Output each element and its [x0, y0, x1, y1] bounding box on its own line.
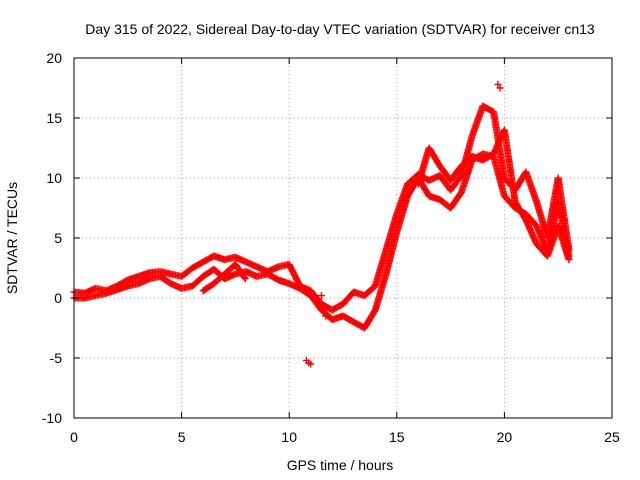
- data-point: [240, 273, 248, 281]
- x-tick-label: 20: [497, 429, 513, 445]
- data-point: [307, 360, 315, 368]
- y-tick-label: 0: [54, 290, 62, 306]
- y-tick-label: 10: [46, 170, 62, 186]
- data-point: [494, 80, 502, 88]
- x-tick-label: 25: [604, 429, 620, 445]
- x-tick-label: 10: [281, 429, 297, 445]
- y-tick-label: -10: [42, 410, 62, 426]
- y-axis-label: SDTVAR / TECUs: [4, 182, 20, 294]
- y-tick-label: -5: [50, 350, 63, 366]
- data-point: [317, 292, 325, 300]
- series-outliers: [302, 80, 504, 368]
- chart-title: Day 315 of 2022, Sidereal Day-to-day VTE…: [85, 21, 595, 37]
- data-point: [322, 312, 330, 320]
- x-tick-label: 0: [70, 429, 78, 445]
- x-axis-label: GPS time / hours: [287, 457, 394, 473]
- data-point: [241, 275, 249, 283]
- y-tick-label: 20: [46, 50, 62, 66]
- data-point: [565, 256, 573, 264]
- axis-ticks: 0 5 10 15 20 25 -10 -5 0 5 10 15 20: [42, 50, 620, 445]
- data-point: [496, 84, 504, 92]
- data-series: [70, 80, 573, 368]
- series-track-c: [199, 126, 573, 295]
- x-tick-label: 5: [178, 429, 186, 445]
- x-tick-label: 15: [389, 429, 405, 445]
- y-tick-label: 15: [46, 110, 62, 126]
- y-tick-label: 5: [54, 230, 62, 246]
